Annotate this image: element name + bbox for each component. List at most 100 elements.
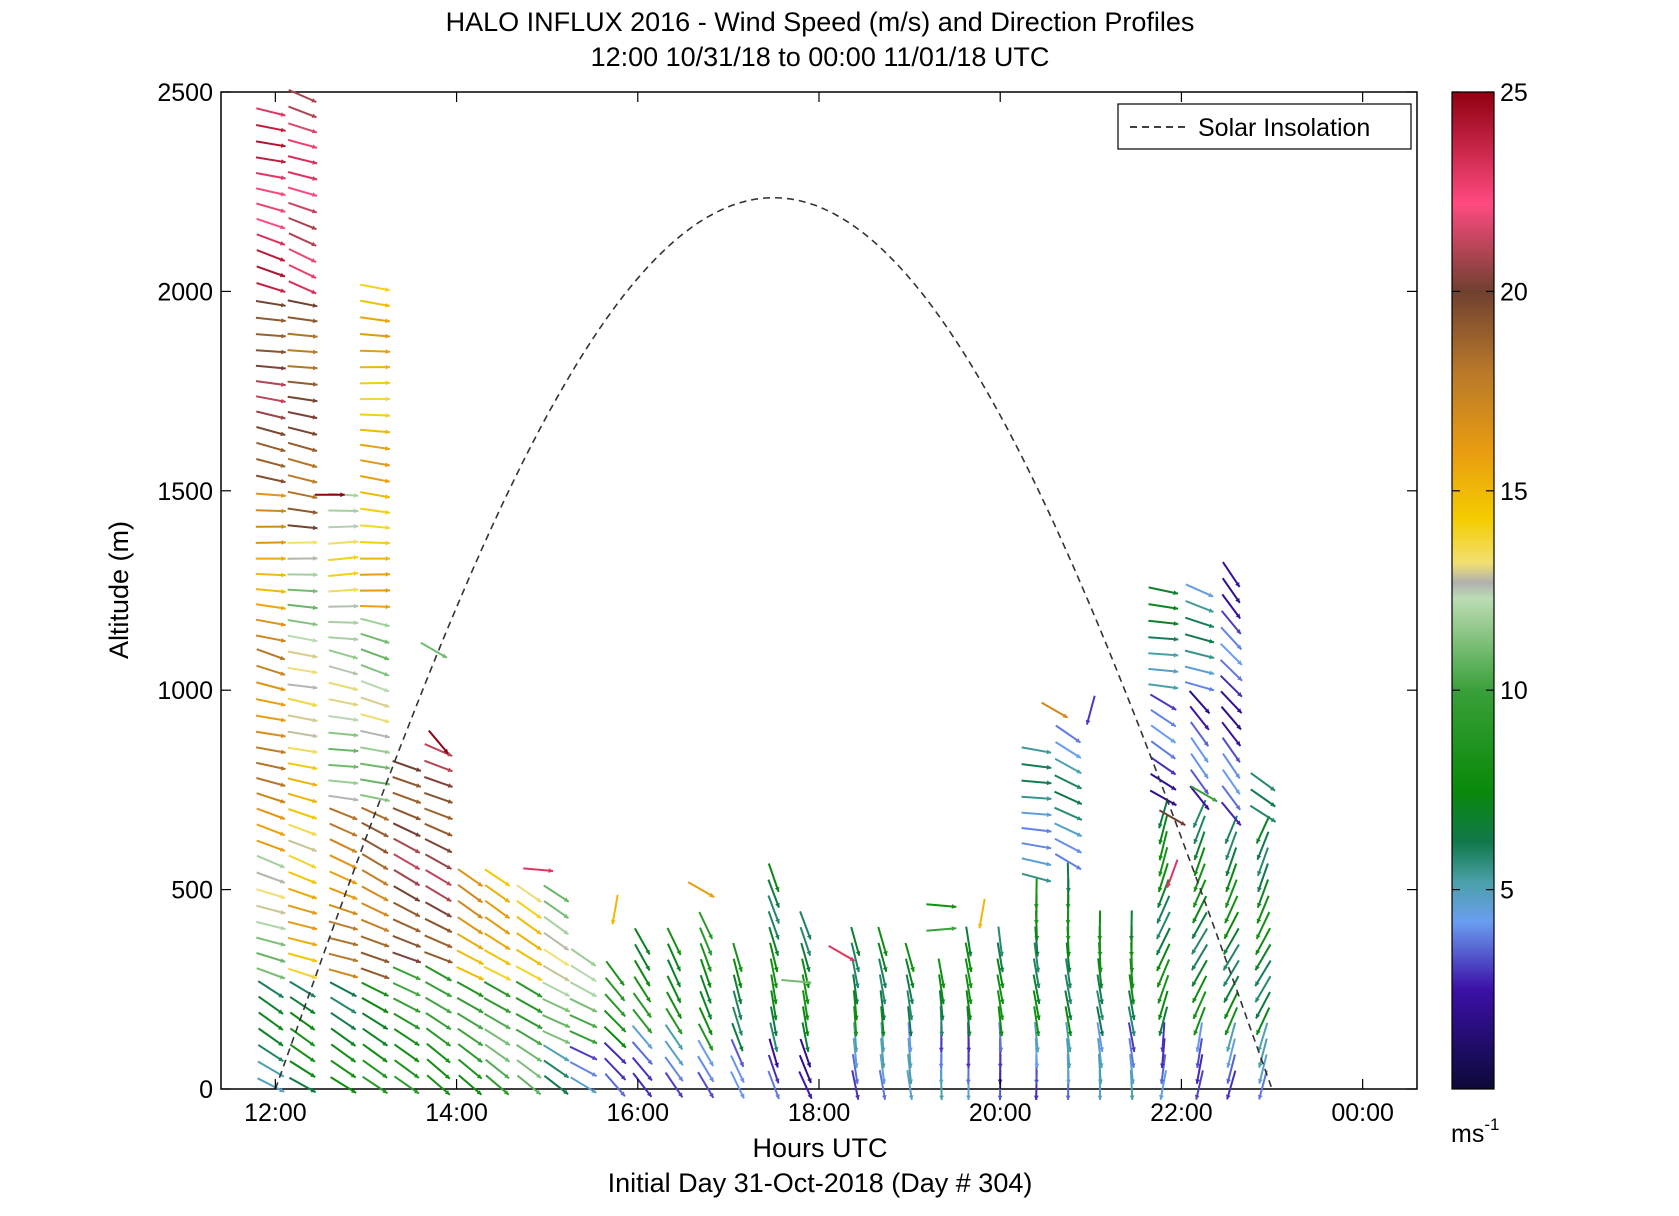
wind-vector [362, 1075, 389, 1095]
wind-vector [287, 920, 318, 931]
wind-vector [1158, 809, 1186, 827]
wind-vector [964, 958, 973, 989]
wind-vector [1193, 815, 1206, 845]
wind-vector [1184, 633, 1215, 644]
colorbar-unit-superscript: -1 [1484, 1115, 1499, 1134]
wind-vector [359, 604, 391, 610]
wind-vector [360, 935, 390, 948]
wind-vector [768, 1038, 779, 1068]
x-tick-label: 20:00 [969, 1099, 1032, 1127]
wind-vector [1158, 846, 1169, 877]
wind-vector [484, 1058, 510, 1080]
wind-vector [328, 715, 359, 722]
wind-vector [1189, 705, 1210, 731]
wind-vector [1220, 690, 1243, 714]
wind-vector [328, 903, 358, 916]
wind-vector [256, 107, 286, 117]
wind-vector [516, 1074, 542, 1096]
wind-vector [1223, 975, 1240, 1003]
wind-vector [328, 936, 359, 947]
wind-vector [907, 1038, 913, 1069]
wind-vector [1220, 706, 1242, 731]
wind-vector [330, 1043, 357, 1063]
wind-vector [1185, 600, 1214, 613]
wind-vector [604, 977, 626, 1002]
wind-vector [732, 958, 743, 989]
wind-vector [1222, 561, 1241, 588]
wind-vector [360, 491, 390, 499]
chart-subtitle: 12:00 10/31/18 to 00:00 11/01/18 UTC [591, 42, 1050, 72]
wind-vector [255, 588, 286, 594]
wind-vector [516, 915, 542, 936]
wind-vector [666, 975, 682, 1004]
wind-vector [699, 927, 713, 956]
wind-vector [258, 1027, 284, 1047]
wind-vector [1054, 757, 1082, 775]
wind-vector [603, 1057, 627, 1081]
wind-vector [1191, 943, 1209, 971]
wind-vector [907, 1054, 913, 1085]
wind-vector [393, 1043, 420, 1063]
wind-vector [1224, 895, 1239, 924]
wind-vector [287, 634, 318, 643]
wind-vector [515, 997, 543, 1014]
wind-vector [1223, 991, 1239, 1020]
wind-vector [664, 1072, 684, 1098]
wind-vector [288, 280, 317, 295]
wind-vector [996, 942, 1005, 973]
wind-vector [255, 746, 286, 755]
wind-vector [515, 1013, 543, 1030]
legend: Solar Insolation [1117, 103, 1412, 150]
wind-vector [329, 807, 358, 821]
x-axis: 12:00 14:00 16:00 18:00 20:00 22:00 00:00 [244, 92, 1394, 1127]
wind-vector [428, 729, 449, 755]
wind-vector [1193, 1006, 1206, 1036]
wind-vector [287, 730, 318, 739]
wind-vector [256, 681, 286, 692]
wind-vector [516, 932, 543, 951]
wind-vector [392, 807, 421, 821]
wind-vector [457, 916, 484, 935]
wind-vector [1255, 815, 1271, 844]
wind-vector [634, 943, 651, 971]
wind-vector [314, 492, 345, 498]
wind-vector [360, 617, 390, 628]
wind-vector [255, 714, 286, 723]
wind-vector [666, 927, 682, 956]
wind-vector [328, 523, 359, 529]
wind-vector [255, 316, 286, 323]
wind-vector [287, 316, 318, 324]
wind-vector [880, 1038, 886, 1069]
wind-vector [424, 853, 452, 870]
wind-vector [255, 634, 286, 643]
wind-vector [697, 1039, 715, 1067]
wind-vector [287, 411, 318, 420]
wind-vector [877, 926, 888, 957]
wind-vector [1150, 708, 1177, 728]
wind-vector [256, 265, 286, 278]
wind-vector [770, 974, 778, 1005]
wind-vector [1148, 652, 1179, 658]
wind-vector [329, 854, 358, 870]
wind-vector [456, 949, 484, 966]
wind-vector [392, 934, 422, 948]
wind-vector [852, 990, 859, 1021]
legend-entry: Solar Insolation [1198, 114, 1370, 142]
wind-vector [256, 854, 285, 869]
wind-vector [484, 916, 511, 935]
wind-vector [457, 1027, 484, 1047]
wind-vector [329, 822, 358, 837]
wind-vector [424, 951, 453, 964]
wind-vector [425, 885, 452, 903]
x-tick-label: 16:00 [607, 1099, 670, 1127]
colorbar-tick-label: 10 [1500, 677, 1528, 705]
wind-vector [360, 556, 390, 561]
wind-vector [569, 1030, 598, 1045]
plot-area [220, 91, 1418, 1090]
wind-vector [255, 540, 286, 545]
wind-vector [1193, 863, 1206, 893]
wind-vector [257, 980, 284, 999]
wind-vector [569, 997, 598, 1013]
wind-vector [1225, 847, 1238, 877]
wind-vector [965, 926, 973, 957]
